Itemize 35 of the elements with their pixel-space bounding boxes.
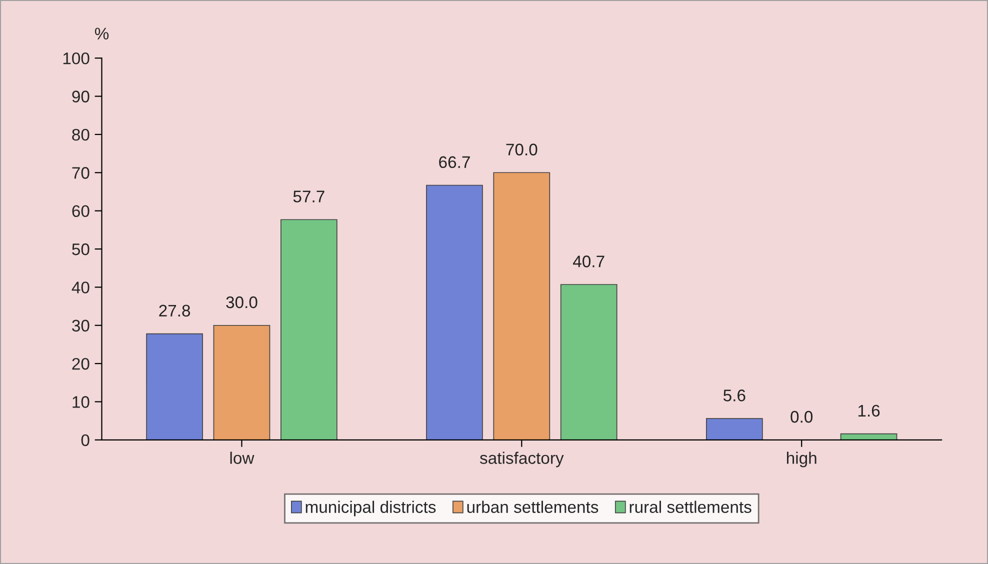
bar xyxy=(706,418,763,440)
data-label: 57.7 xyxy=(293,190,324,202)
data-label: 0.0 xyxy=(790,410,813,423)
bar xyxy=(493,172,550,440)
y-tick-label: 30 xyxy=(72,320,90,332)
data-label: 70.0 xyxy=(506,144,538,156)
x-tick-label: high xyxy=(787,452,816,468)
x-tick-label: low xyxy=(230,452,254,464)
data-label: 40.7 xyxy=(573,256,604,268)
legend-label: rural settlements xyxy=(630,500,752,513)
y-tick-label: 70 xyxy=(72,167,90,179)
y-tick-label: 50 xyxy=(72,243,90,256)
y-tick-label: 90 xyxy=(72,90,90,102)
y-tick-label: 80 xyxy=(72,128,90,141)
bar xyxy=(213,324,270,440)
y-tick-label: 100 xyxy=(63,52,90,64)
bar xyxy=(560,284,618,440)
data-label: 30.0 xyxy=(226,296,258,308)
data-label: 1.6 xyxy=(858,404,880,417)
data-label: 27.8 xyxy=(159,304,190,317)
bar xyxy=(146,333,203,440)
y-tick-label: 40 xyxy=(72,282,90,294)
bar xyxy=(280,219,338,440)
legend-label: municipal districts xyxy=(306,500,436,516)
y-tick-label: 60 xyxy=(72,205,90,218)
data-label: 5.6 xyxy=(723,390,746,402)
bar xyxy=(840,433,898,440)
y-tick-label: 10 xyxy=(72,396,90,408)
y-tick-label: 20 xyxy=(72,358,90,370)
legend-label: urban settlements xyxy=(467,500,598,513)
bar xyxy=(426,184,483,440)
data-label: 66.7 xyxy=(439,156,470,168)
y-axis-title: % xyxy=(94,28,109,40)
y-tick-label: 0 xyxy=(81,434,90,446)
x-tick-label: satisfactory xyxy=(480,452,564,468)
